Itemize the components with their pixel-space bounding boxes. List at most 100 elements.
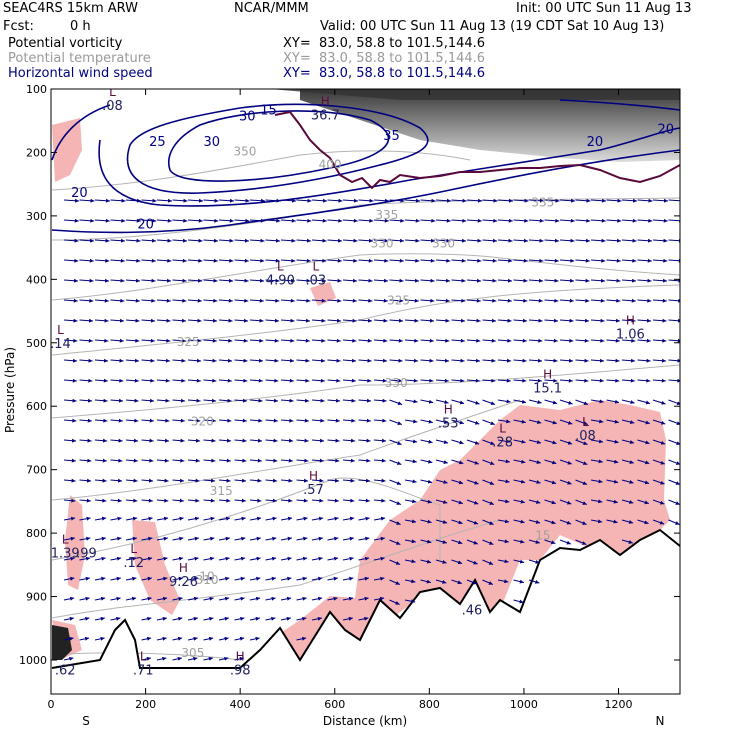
wind-vector bbox=[342, 478, 355, 483]
wind-vector bbox=[172, 198, 188, 203]
wind-vector bbox=[156, 238, 172, 243]
theta-contour-label: 325 bbox=[387, 294, 410, 308]
wind-vector bbox=[590, 238, 606, 243]
wind-vector bbox=[110, 596, 121, 601]
wind-vector bbox=[466, 358, 481, 363]
wind-vector bbox=[528, 579, 540, 584]
wind-vector bbox=[482, 318, 497, 323]
wind-vector bbox=[79, 378, 93, 383]
wind-vector bbox=[420, 559, 432, 564]
wind-vector bbox=[249, 616, 260, 621]
wind-vector bbox=[420, 439, 433, 444]
wind-vector bbox=[466, 499, 479, 505]
theta-line bbox=[51, 197, 680, 241]
x-tick-label: 1200 bbox=[605, 698, 633, 711]
wind-vector bbox=[311, 556, 323, 561]
pv-region bbox=[52, 118, 82, 182]
wind-vector bbox=[342, 438, 356, 443]
wind-vector bbox=[637, 198, 653, 203]
wind-vector bbox=[296, 218, 312, 223]
wind-vector bbox=[110, 616, 121, 621]
extremum-value: 9.26 bbox=[169, 575, 198, 590]
wind-contour-25 bbox=[98, 127, 680, 207]
wind-vector bbox=[125, 218, 141, 223]
wind-vector bbox=[513, 358, 527, 363]
wind-vector bbox=[203, 198, 219, 203]
wind-vector bbox=[420, 539, 432, 544]
wind-vector bbox=[559, 539, 572, 545]
wind-vector bbox=[404, 419, 418, 424]
wind-vector bbox=[125, 318, 140, 323]
wind-vector bbox=[110, 536, 122, 541]
wind-vector bbox=[249, 358, 264, 363]
wind-vector bbox=[513, 479, 526, 484]
wind-vector bbox=[528, 278, 544, 283]
wind-vector bbox=[265, 378, 279, 383]
wind-vector bbox=[296, 636, 307, 641]
wind-vector bbox=[63, 378, 77, 383]
wind-vector bbox=[404, 519, 417, 524]
wind-vector bbox=[249, 318, 264, 323]
field-xy-pv: XY= 83.0, 58.8 to 101.5,144.6 bbox=[283, 36, 486, 51]
wind-vector bbox=[373, 398, 387, 403]
wind-vector bbox=[296, 198, 312, 203]
wind-vector bbox=[141, 536, 153, 541]
wind-vector bbox=[125, 498, 138, 503]
wind-vector bbox=[544, 459, 557, 465]
wind-vector bbox=[327, 398, 341, 403]
wind-vector bbox=[606, 298, 621, 303]
wind-vector bbox=[94, 616, 105, 621]
wind-vector bbox=[637, 479, 650, 485]
wind-vector bbox=[311, 458, 324, 463]
wind-vector bbox=[125, 298, 140, 303]
wind-vector bbox=[606, 338, 620, 343]
wind-vector bbox=[311, 576, 323, 581]
wind-vector bbox=[141, 238, 157, 243]
wind-vector bbox=[79, 576, 90, 581]
wind-vector bbox=[327, 318, 342, 323]
wind-vector bbox=[249, 218, 265, 223]
wind-vector bbox=[373, 438, 387, 443]
wind-vector bbox=[265, 616, 276, 621]
wind-vector bbox=[358, 378, 372, 383]
wind-vector bbox=[435, 198, 452, 203]
wind-vector bbox=[435, 258, 451, 263]
wind-vector bbox=[358, 498, 370, 503]
wind-vector bbox=[296, 438, 309, 443]
wind-vector bbox=[373, 378, 387, 383]
wind-vector bbox=[482, 338, 496, 343]
wind-vector bbox=[435, 358, 450, 363]
wind-vector bbox=[79, 616, 90, 621]
wind-vector bbox=[156, 656, 167, 661]
wind-vector bbox=[265, 198, 281, 203]
wind-vector bbox=[63, 238, 79, 243]
wind-vector bbox=[79, 498, 91, 503]
extremum-value: .03 bbox=[305, 274, 326, 289]
wind-vector bbox=[94, 238, 110, 243]
wind-vector bbox=[203, 616, 214, 621]
wind-contour-label: 20 bbox=[71, 186, 88, 201]
y-axis-label: Pressure (hPa) bbox=[3, 347, 17, 433]
wind-contour-20 bbox=[51, 149, 680, 234]
extremum-marker: L bbox=[140, 650, 147, 664]
wind-vector bbox=[296, 258, 311, 263]
wind-vector bbox=[482, 358, 496, 363]
wind-vector bbox=[389, 539, 401, 545]
wind-vector bbox=[156, 516, 169, 521]
wind-vector bbox=[637, 298, 652, 303]
wind-vector bbox=[218, 418, 232, 423]
wind-vector bbox=[513, 218, 529, 223]
wind-vector bbox=[249, 238, 265, 243]
wind-vector bbox=[203, 498, 215, 503]
wind-vector bbox=[668, 358, 680, 363]
wind-vector bbox=[342, 378, 356, 383]
wind-vector bbox=[528, 238, 544, 243]
y-tick-label: 900 bbox=[26, 591, 47, 604]
wind-vector bbox=[652, 519, 665, 525]
wind-vector bbox=[435, 439, 449, 444]
wind-vector bbox=[668, 419, 680, 426]
wind-vector bbox=[94, 258, 110, 263]
wind-vector bbox=[79, 516, 91, 521]
wind-vector bbox=[497, 278, 513, 283]
wind-vector bbox=[265, 318, 280, 323]
